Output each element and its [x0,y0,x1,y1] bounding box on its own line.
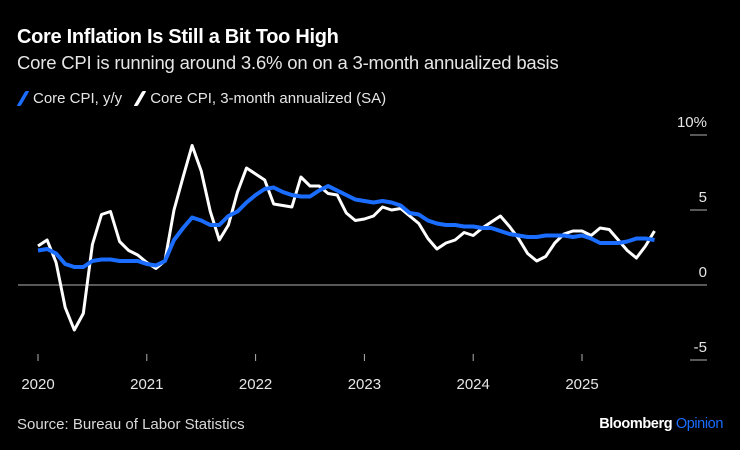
x-tick-label: 2021 [130,376,163,393]
legend-item-yoy: Core CPI, y/y [16,90,123,107]
y-tick-label: 5 [699,189,707,206]
legend-item-annualized: Core CPI, 3-month annualized (SA) [133,90,387,107]
x-tick-label: 2022 [239,376,272,393]
y-tick-label: 0 [699,264,707,281]
chart-title: Core Inflation Is Still a Bit Too High [17,26,339,48]
x-tick-label: 2023 [348,376,381,393]
x-tick-label: 2024 [457,376,490,393]
bloomberg-opinion-logo: Bloomberg Opinion [599,416,723,432]
x-tick-label: 2025 [565,376,598,393]
y-tick-label: -5 [694,339,707,356]
y-tick-label: 10% [677,114,707,131]
source-note: Source: Bureau of Labor Statistics [17,416,245,433]
series-line-yoy [37,184,655,269]
logo-section: Opinion [675,416,724,432]
x-tick-label: 2020 [21,376,54,393]
legend: Core CPI, y/y Core CPI, 3-month annualiz… [16,90,398,107]
series-line-annualized [37,144,656,332]
chart-subtitle: Core CPI is running around 3.6% on on a … [17,52,559,73]
legend-label-yoy: Core CPI, y/y [33,90,123,107]
legend-label-annualized: Core CPI, 3-month annualized (SA) [150,90,387,107]
logo-brand: Bloomberg [599,416,673,432]
